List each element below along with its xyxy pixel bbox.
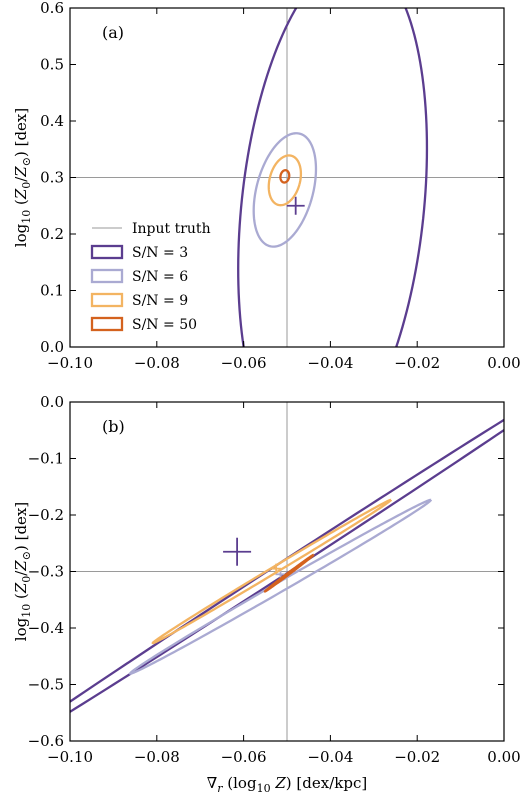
y-tick-label: −0.6 bbox=[28, 732, 64, 750]
plot-area bbox=[70, 418, 504, 714]
legend-label-sn3: S/N = 3 bbox=[132, 245, 188, 261]
legend-swatch-sn50 bbox=[90, 316, 124, 332]
legend-swatch-sn6 bbox=[90, 268, 124, 284]
legend-truth-label: Input truth bbox=[132, 221, 211, 237]
x-tick-label: −0.10 bbox=[47, 354, 93, 372]
contour-sn3 bbox=[70, 418, 504, 714]
x-tick-label: −0.08 bbox=[134, 748, 180, 766]
contour-sn9 bbox=[151, 498, 392, 645]
y-tick-label: 0.6 bbox=[40, 0, 64, 17]
legend-label-sn6: S/N = 6 bbox=[132, 269, 188, 285]
y-tick-label: −0.4 bbox=[28, 619, 64, 637]
y-tick-label: −0.1 bbox=[28, 450, 64, 468]
legend-label-sn9: S/N = 9 bbox=[132, 293, 188, 309]
x-tick-label: −0.06 bbox=[221, 354, 267, 372]
x-tick-label: 0.00 bbox=[487, 354, 520, 372]
contour-sn50 bbox=[279, 169, 291, 184]
y-axis-label: log10 (Z0/Z⊙) [dex] bbox=[12, 108, 33, 247]
legend-swatch-sn9 bbox=[90, 292, 124, 308]
panel-a: −0.10 −0.08 −0.06 −0.04 −0.02 0.00 0.0 0.1 0.2 0.… bbox=[12, 0, 520, 372]
y-tick-label: 0.2 bbox=[40, 225, 64, 243]
y-tick-label: 0.0 bbox=[40, 338, 64, 356]
y-tick-label: −0.2 bbox=[28, 506, 64, 524]
y-tick-label: 0.5 bbox=[40, 56, 64, 74]
panel-label: (b) bbox=[102, 417, 125, 436]
panel-label: (a) bbox=[102, 23, 124, 42]
x-tick-label: −0.02 bbox=[394, 748, 440, 766]
contour-sn6 bbox=[128, 498, 432, 675]
x-tick-label: −0.06 bbox=[221, 748, 267, 766]
contour-sn3 bbox=[237, 8, 429, 347]
y-tick-label: 0.4 bbox=[40, 112, 64, 130]
y-tick-label: 0.3 bbox=[40, 169, 64, 187]
x-tick-label: −0.02 bbox=[394, 354, 440, 372]
legend-label-sn50: S/N = 50 bbox=[132, 317, 197, 333]
best-fit-marker-sn3 bbox=[223, 537, 252, 566]
y-tick-label: 0.1 bbox=[40, 282, 64, 300]
legend: Input truth S/N = 3 S/N = 6 S/N = 9 S/N = 50 bbox=[90, 221, 211, 333]
y-tick-label: −0.5 bbox=[28, 676, 64, 694]
x-tick-label: 0.00 bbox=[487, 748, 520, 766]
x-tick-label: −0.08 bbox=[134, 354, 180, 372]
x-tick-label: −0.10 bbox=[47, 748, 93, 766]
y-axis-label: log10 (Z0/Z⊙) [dex] bbox=[12, 502, 33, 641]
plot-area bbox=[237, 8, 429, 347]
x-tick-label: −0.04 bbox=[307, 748, 353, 766]
legend-swatch-sn3 bbox=[90, 244, 124, 260]
best-fit-marker-sn3 bbox=[286, 196, 305, 215]
contour-sn9 bbox=[267, 154, 303, 207]
x-axis-label: ∇r (log10 Z) [dex/kpc] bbox=[207, 774, 367, 795]
contour-sn50 bbox=[263, 553, 315, 593]
best-fit-marker-sn9 bbox=[271, 563, 282, 574]
y-tick-label: 0.0 bbox=[40, 393, 64, 411]
contour-sn6 bbox=[252, 132, 318, 248]
x-tick-label: −0.04 bbox=[307, 354, 353, 372]
panel-b: −0.10 −0.08 −0.06 −0.04 −0.02 0.00 0.0 −0.1 −0.2… bbox=[12, 393, 520, 766]
y-tick-label: −0.3 bbox=[28, 563, 64, 581]
